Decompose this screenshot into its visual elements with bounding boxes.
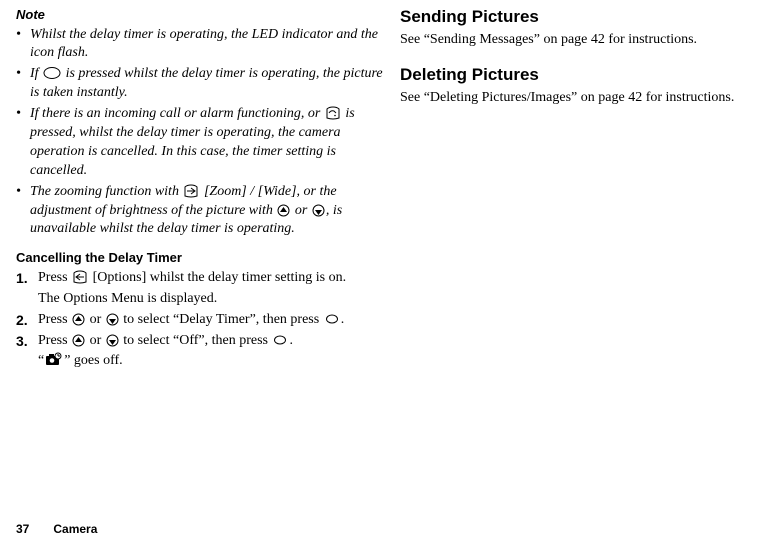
note-bullet: •The zooming function with [Zoom] / [Wid…	[16, 183, 386, 240]
right-column: Sending Pictures See “Sending Messages” …	[400, 6, 755, 371]
end-key-icon	[325, 106, 341, 120]
bullet-text: The zooming function with [Zoom] / [Wide…	[30, 183, 386, 240]
note-bullet: •If there is an incoming call or alarm f…	[16, 105, 386, 181]
note-label: Note	[16, 6, 386, 24]
step-text: Press or to select “Off”, then press .“”…	[38, 332, 386, 372]
bullet-dot: •	[16, 183, 30, 240]
sending-body: See “Sending Messages” on page 42 for in…	[400, 31, 755, 50]
step-number: 3.	[16, 332, 38, 372]
down-icon	[106, 313, 119, 326]
note-bullet: •If is pressed whilst the delay timer is…	[16, 65, 386, 103]
step-line: Press or to select “Delay Timer”, then p…	[38, 311, 386, 330]
circle-large-icon	[43, 66, 61, 80]
down-icon	[312, 204, 325, 217]
footer-page-number: 37	[16, 522, 29, 536]
step-line: Press [Options] whilst the delay timer s…	[38, 269, 386, 288]
step-row: 2.Press or to select “Delay Timer”, then…	[16, 311, 386, 330]
step-after: “” goes off.	[38, 352, 386, 371]
up-icon	[72, 313, 85, 326]
note-bullets: •Whilst the delay timer is operating, th…	[16, 26, 386, 240]
soft-left-icon	[72, 270, 88, 284]
bullet-dot: •	[16, 65, 30, 103]
up-icon	[277, 204, 290, 217]
page-footer: 37 Camera	[16, 521, 97, 537]
step-line: Press or to select “Off”, then press .	[38, 332, 386, 351]
sending-heading: Sending Pictures	[400, 6, 755, 29]
circle-small-icon	[272, 333, 288, 347]
camera-clock-icon	[45, 352, 63, 367]
step-number: 2.	[16, 311, 38, 330]
bullet-dot: •	[16, 26, 30, 64]
step-text: Press [Options] whilst the delay timer s…	[38, 269, 386, 309]
left-column: Note •Whilst the delay timer is operatin…	[16, 6, 386, 371]
bullet-text: Whilst the delay timer is operating, the…	[30, 26, 386, 64]
bullet-text: If is pressed whilst the delay timer is …	[30, 65, 386, 103]
step-row: 1.Press [Options] whilst the delay timer…	[16, 269, 386, 309]
deleting-heading: Deleting Pictures	[400, 64, 755, 87]
step-after: The Options Menu is displayed.	[38, 290, 386, 309]
bullet-text: If there is an incoming call or alarm fu…	[30, 105, 386, 181]
soft-right-icon	[183, 184, 199, 198]
up-icon	[72, 334, 85, 347]
step-number: 1.	[16, 269, 38, 309]
step-text: Press or to select “Delay Timer”, then p…	[38, 311, 386, 330]
step-row: 3.Press or to select “Off”, then press .…	[16, 332, 386, 372]
cancel-heading: Cancelling the Delay Timer	[16, 249, 386, 267]
steps-list: 1.Press [Options] whilst the delay timer…	[16, 269, 386, 371]
deleting-body: See “Deleting Pictures/Images” on page 4…	[400, 89, 755, 108]
circle-small-icon	[324, 312, 340, 326]
down-icon	[106, 334, 119, 347]
footer-section: Camera	[53, 522, 97, 536]
bullet-dot: •	[16, 105, 30, 181]
note-bullet: •Whilst the delay timer is operating, th…	[16, 26, 386, 64]
